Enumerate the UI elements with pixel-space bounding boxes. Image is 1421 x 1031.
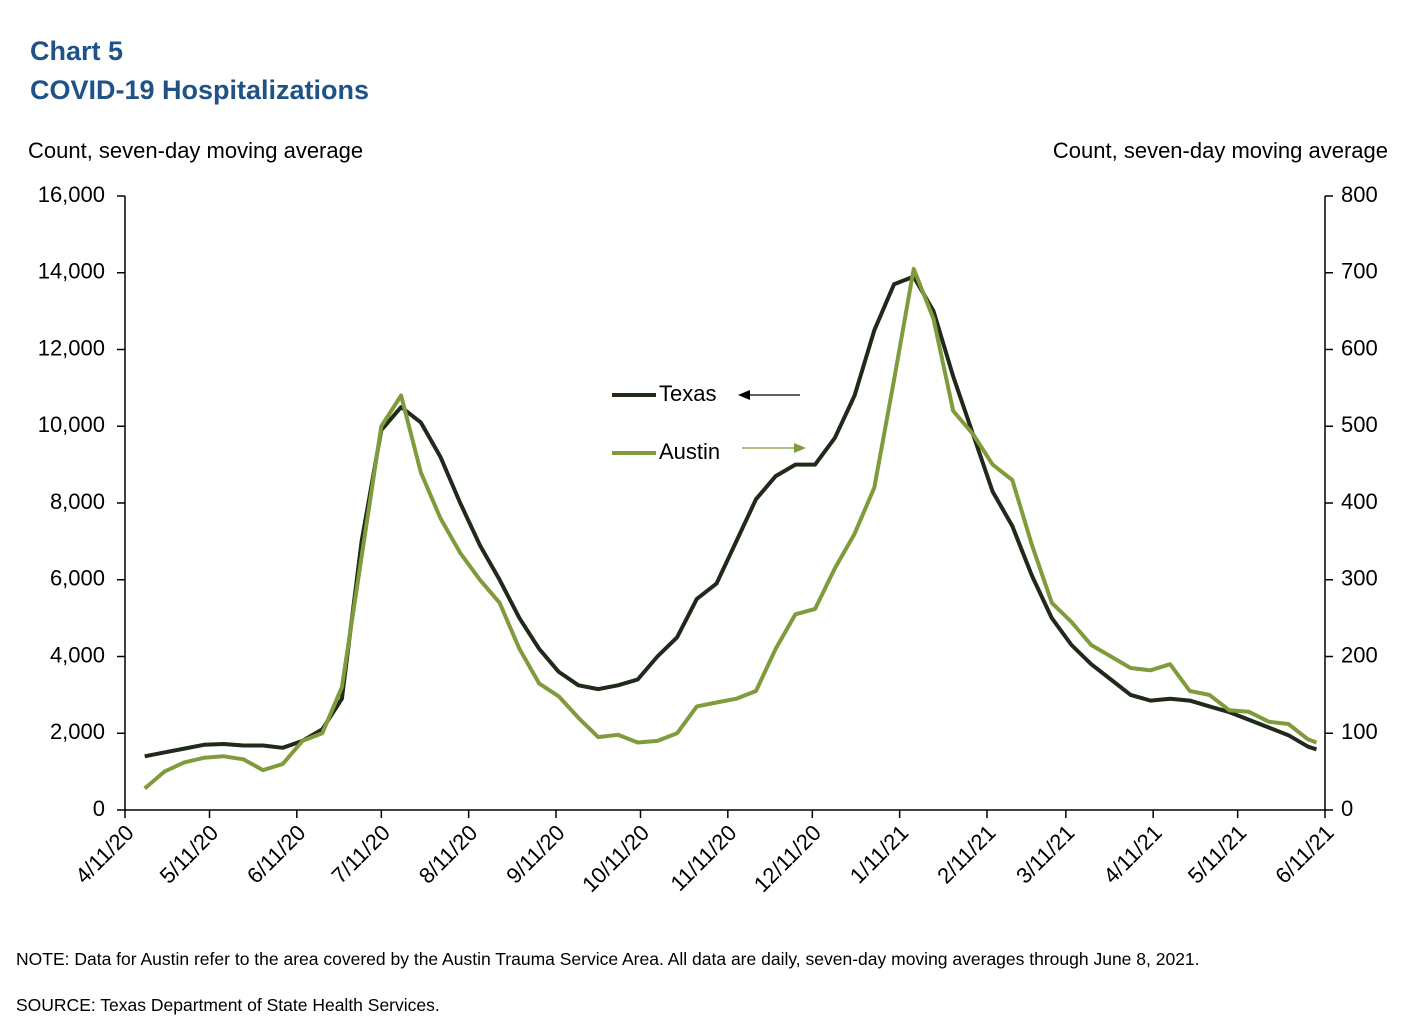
line-series	[143, 266, 1318, 791]
x-tick-label: 6/11/21	[1270, 820, 1338, 888]
x-tick-label: 10/11/20	[577, 820, 654, 897]
y-tick-label: 2,000	[50, 719, 105, 744]
x-tick-label: 3/11/21	[1011, 820, 1079, 888]
chart-title: Chart 5	[30, 36, 124, 66]
x-tick-label: 7/11/20	[327, 820, 395, 888]
x-tick-label: 8/11/20	[414, 820, 482, 888]
y2-tick-label: 400	[1341, 489, 1378, 514]
y-tick-label: 12,000	[38, 335, 105, 360]
x-tick-label: 5/11/21	[1183, 820, 1251, 888]
chart: Count, seven-day moving average Count, s…	[28, 138, 1388, 897]
y-tick-label: 10,000	[38, 412, 105, 437]
y2-tick-label: 500	[1341, 412, 1378, 437]
y2-tick-label: 800	[1341, 182, 1378, 207]
x-tick-label: 1/11/21	[845, 820, 913, 888]
note: NOTE: Data for Austin refer to the area …	[16, 949, 1200, 969]
x-tick-label: 9/11/20	[501, 820, 569, 888]
y-tick-label: 14,000	[38, 259, 105, 284]
y-axis-label: Count, seven-day moving average	[28, 138, 363, 163]
legend-label: Austin	[659, 439, 720, 464]
x-tick-label: 4/11/20	[70, 820, 138, 888]
y2-tick-label: 600	[1341, 335, 1378, 360]
y-tick-label: 16,000	[38, 182, 105, 207]
y2-tick-label: 700	[1341, 259, 1378, 284]
y-tick-label: 8,000	[50, 489, 105, 514]
y2-tick-label: 100	[1341, 719, 1378, 744]
y2-tick-label: 0	[1341, 796, 1353, 821]
y2-axis-label: Count, seven-day moving average	[1053, 138, 1388, 163]
legend-arrow-head	[794, 443, 806, 453]
legend-label: Texas	[659, 381, 716, 406]
line-series	[144, 274, 1318, 759]
x-tick-label: 5/11/20	[155, 820, 223, 888]
x-tick-label: 6/11/20	[242, 820, 310, 888]
x-tick-label: 2/11/21	[932, 820, 1000, 888]
y-tick-label: 0	[93, 796, 105, 821]
y-tick-label: 4,000	[50, 642, 105, 667]
x-tick-label: 12/11/20	[749, 820, 826, 897]
y2-tick-label: 300	[1341, 566, 1378, 591]
x-tick-label: 11/11/20	[666, 820, 742, 896]
y2-tick-label: 200	[1341, 642, 1378, 667]
chart-subtitle: COVID-19 Hospitalizations	[30, 75, 370, 105]
legend-arrow-head	[738, 390, 750, 400]
y-tick-label: 6,000	[50, 566, 105, 591]
source: SOURCE: Texas Department of State Health…	[16, 995, 440, 1015]
x-tick-label: 4/11/21	[1098, 820, 1166, 888]
